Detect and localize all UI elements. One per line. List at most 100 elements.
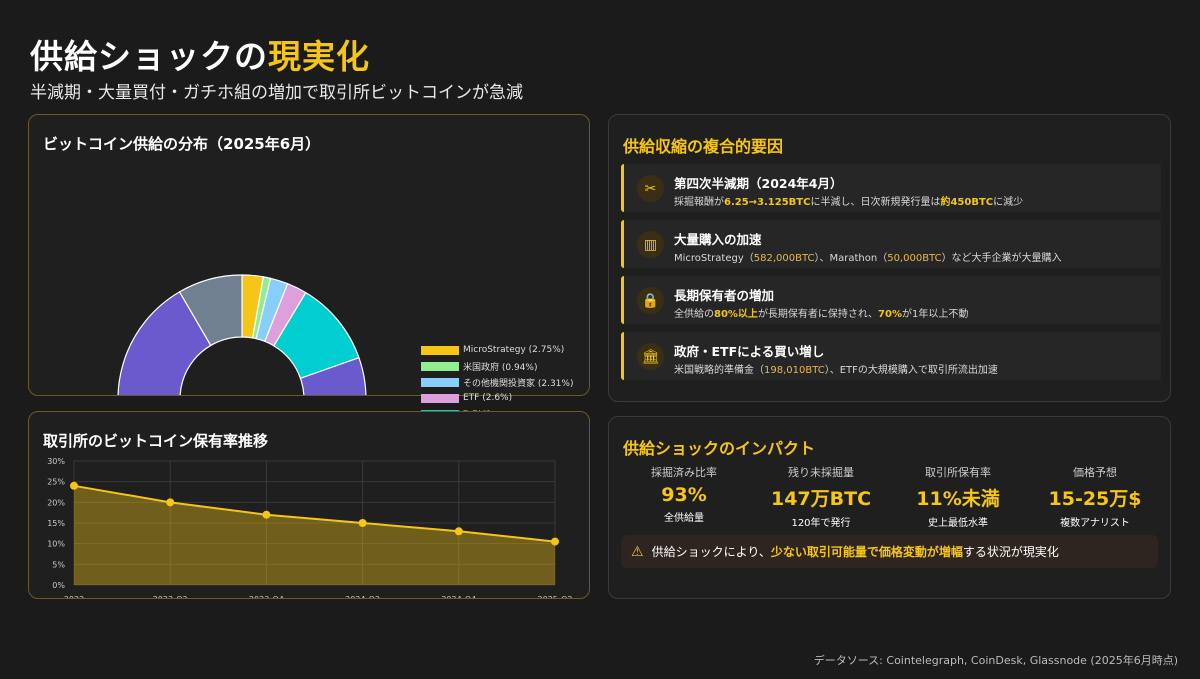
x-tick-label: 2025-Q2: [538, 595, 573, 598]
metric-label: 取引所保有率: [925, 466, 991, 479]
legend-item: MicroStrategy (2.75%): [421, 342, 589, 358]
desc-text: に減少: [993, 197, 1024, 208]
desc-highlight: 198,010BTC: [764, 365, 825, 376]
building-icon: ▥: [637, 231, 664, 258]
alert-post: する状況が現実化: [962, 545, 1059, 559]
desc-text: ）、ETFの大規模購入で取引所流出加速: [824, 365, 998, 376]
factors-panel: 供給収縮の複合的要因 ✂ 第四次半減期（2024年4月） 採掘報酬が6.25→3.1…: [608, 114, 1171, 402]
data-source: データソース: Cointelegraph, CoinDesk, Glassno…: [813, 654, 1178, 667]
legend-item: 米国政府 (0.94%): [421, 358, 589, 374]
legend-swatch: [421, 393, 459, 403]
factor-title: 大量購入の加速: [674, 232, 762, 247]
desc-text: 全供給の: [674, 309, 714, 320]
alert-pre: 供給ショックにより、: [651, 545, 771, 559]
desc-text: MicroStrategy（: [674, 253, 754, 264]
factor-card: ✂ 第四次半減期（2024年4月） 採掘報酬が6.25→3.125BTCに半減し、日…: [621, 164, 1161, 212]
metric-label: 残り未採掘量: [788, 466, 854, 479]
impact-metric: 価格予想 15-25万$ 複数アナリスト: [1030, 464, 1160, 529]
factor-card: 🏛 政府・ETFによる買い増し米国戦略的準備金（198,010BTC）、ETFの大…: [621, 332, 1161, 380]
series-line: [73, 484, 556, 543]
metric-sub: 全供給量: [664, 513, 704, 524]
alert-banner: ⚠ 供給ショックにより、 少ない取引可能量で価格変動が増幅 する状況が現実化: [621, 535, 1158, 568]
factor-title: 第四次半減期（2024年4月）: [674, 176, 843, 191]
page-subtitle: 半減期・大量買付・ガチホ組の増加で取引所ビットコインが急減: [30, 83, 523, 103]
title-main: 供給ショックの: [30, 37, 268, 76]
alert-highlight: 少ない取引可能量で価格変動が増幅: [770, 545, 963, 559]
desc-text: 採掘報酬が: [674, 197, 724, 208]
y-tick-label: 0%: [52, 581, 65, 590]
x-tick-label: 2023-Q2: [153, 595, 188, 598]
desc-text: ）など大手企業が大量購入: [941, 253, 1062, 264]
title-highlight: 現実化: [268, 37, 370, 76]
legend-label: 米国政府 (0.94%): [463, 362, 538, 373]
pie-slice: [117, 291, 367, 395]
y-tick-label: 10%: [47, 540, 65, 549]
page-title: 供給ショックの現実化: [30, 30, 370, 78]
factor-title: 長期保有者の増加: [674, 288, 775, 303]
factor-title: 政府・ETFによる買い増し: [674, 344, 825, 359]
lock-icon: 🔒: [637, 287, 664, 314]
metric-label: 価格予想: [1073, 466, 1117, 479]
x-tick-label: 2022: [64, 595, 84, 598]
legend-label: その他機関投資家 (2.31%): [463, 378, 574, 389]
desc-text: ）、Marathon（: [814, 253, 888, 264]
desc-text: に半減し、日次新規発行量は: [810, 197, 941, 208]
bank-icon: 🏛: [637, 343, 664, 370]
metric-label: 採掘済み比率: [651, 466, 717, 479]
metric-value: 93%: [661, 484, 707, 506]
metric-value: 11%未満: [916, 488, 1000, 510]
pie-panel-title: ビットコイン供給の分布（2025年6月）: [43, 135, 321, 153]
data-point: [262, 510, 271, 519]
metric-sub: 複数アナリスト: [1060, 518, 1130, 529]
factors-panel-title: 供給収縮の複合的要因: [623, 137, 784, 156]
y-tick-label: 25%: [47, 478, 65, 487]
factor-description: 米国戦略的準備金（198,010BTC）、ETFの大規模購入で取引所流出加速: [674, 361, 998, 376]
y-tick-label: 5%: [52, 560, 65, 569]
legend-item: ETF (2.6%): [421, 390, 589, 406]
desc-highlight: 6.25→3.125BTC: [724, 197, 811, 208]
desc-highlight: 70%: [878, 309, 902, 320]
metric-value: 147万BTC: [770, 488, 872, 510]
y-tick-label: 30%: [47, 457, 65, 466]
factor-description: 全供給の80%以上が長期保有者に保持され、70%が1年以上不動: [674, 305, 968, 320]
y-tick-label: 20%: [47, 498, 65, 507]
desc-highlight: 582,000BTC: [753, 253, 815, 264]
factor-description: MicroStrategy（582,000BTC）、Marathon（50,00…: [674, 249, 1062, 264]
impact-panel-title: 供給ショックのインパクト: [623, 439, 816, 458]
area-fill: [74, 485, 555, 585]
pie-slice: [178, 274, 243, 347]
legend-label: ETF (2.6%): [463, 393, 513, 403]
metric-sub: 史上最低水準: [928, 518, 988, 529]
desc-highlight: 50,000BTC: [887, 253, 942, 264]
donut-chart: [117, 274, 367, 395]
legend-swatch: [421, 345, 459, 355]
data-point: [454, 527, 463, 536]
factor-card: ▥ 大量購入の加速 MicroStrategy（582,000BTC）、Marath…: [621, 220, 1161, 268]
scissors-icon: ✂: [637, 175, 664, 202]
desc-text: が長期保有者に保持され、: [757, 309, 879, 320]
y-tick-label: 15%: [47, 519, 65, 528]
desc-text: が1年以上不動: [901, 309, 969, 320]
line-panel-title: 取引所のビットコイン保有率推移: [43, 432, 269, 450]
legend-label: MicroStrategy (2.75%): [463, 345, 565, 355]
data-point: [358, 519, 367, 527]
legend-swatch: [421, 377, 459, 387]
desc-text: 米国戦略的準備金（: [674, 365, 764, 376]
x-tick-label: 2024-Q4: [441, 595, 476, 598]
area-chart: 0% 5% 10% 15% 20% 25% 30% 2022 2023-Q2 2023-Q4 202…: [47, 457, 573, 598]
factor-description: 採掘報酬が6.25→3.125BTCに半減し、日次新規発行量は約450BTCに減…: [674, 193, 1023, 208]
legend-item: その他機関投資家 (2.31%): [421, 374, 589, 390]
factor-card: 🔒 長期保有者の増加全供給の80%以上が長期保有者に保持され、70%が1年以上不動: [621, 276, 1161, 324]
data-point: [551, 537, 559, 546]
desc-highlight: 約450BTC: [940, 197, 994, 208]
exchange-holdings-panel: 取引所のビットコイン保有率推移 0% 5% 10% 15% 20% 25% 30% 2022 2…: [28, 411, 590, 599]
desc-highlight: 80%以上: [714, 309, 758, 320]
legend-swatch: [421, 361, 459, 371]
impact-metric: 取引所保有率 11%未満史上最低水準: [893, 464, 1023, 529]
x-tick-label: 2023-Q4: [249, 595, 284, 598]
supply-distribution-panel: ビットコイン供給の分布（2025年6月） MicroStrategy (2.75…: [28, 114, 590, 453]
metric-sub: 120年で発行: [791, 518, 851, 529]
impact-metric: 採掘済み比率 93% 全供給量: [619, 464, 749, 524]
data-point: [166, 498, 175, 507]
metric-value: 15-25万$: [1048, 488, 1142, 510]
